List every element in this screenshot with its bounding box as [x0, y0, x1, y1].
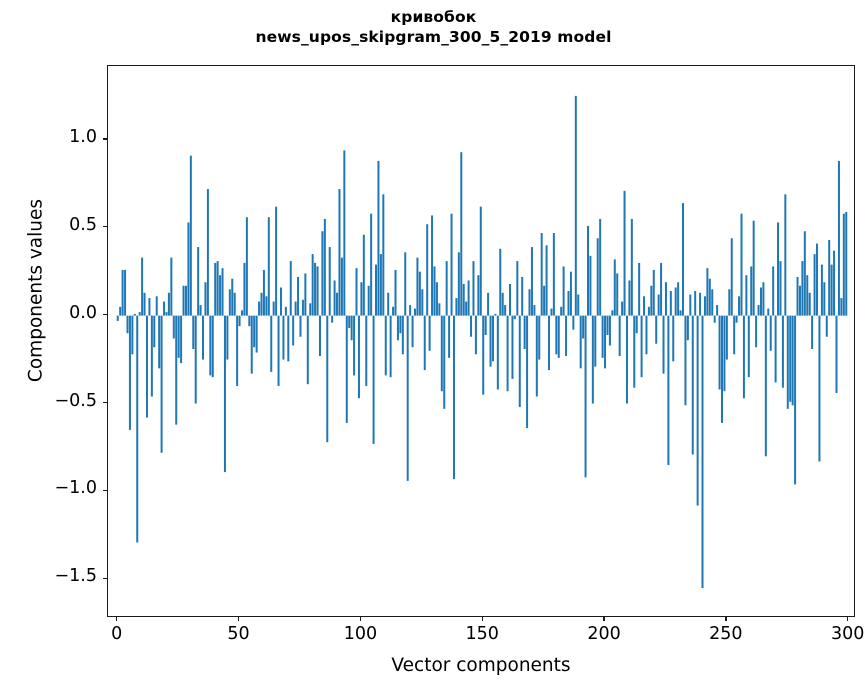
bar-series	[116, 95, 848, 589]
plot-surface	[108, 66, 854, 616]
x-axis-label: Vector components	[391, 655, 571, 676]
x-tick-mark	[725, 617, 727, 622]
x-tick-label: 300	[830, 624, 865, 644]
plot-axes	[107, 65, 855, 617]
y-tick-mark	[102, 226, 107, 228]
y-axis-label: Components values	[25, 198, 47, 383]
y-tick-label: 1.0	[69, 126, 97, 147]
x-tick-mark	[603, 617, 605, 622]
x-tick-mark	[481, 617, 483, 622]
y-tick-mark	[102, 489, 107, 492]
chart-title-line-2: news_upos_skipgram_300_5_2019 model	[255, 27, 612, 46]
x-tick-label: 100	[343, 624, 378, 644]
y-tick-label: −0.5	[54, 390, 98, 411]
x-tick-mark	[237, 617, 240, 622]
y-tick-label: 0.5	[69, 214, 97, 235]
chart-title: кривобок news_upos_skipgram_300_5_2019 m…	[0, 8, 867, 48]
y-tick-mark	[102, 577, 107, 579]
x-tick-mark	[116, 617, 118, 622]
x-tick-label: 250	[709, 624, 743, 644]
x-tick-label: 200	[587, 624, 621, 644]
y-tick-label: −1.0	[54, 478, 98, 499]
y-tick-mark	[102, 401, 107, 404]
y-tick-mark	[102, 138, 107, 140]
x-tick-label: 50	[227, 624, 250, 644]
y-tick-mark	[102, 313, 107, 316]
chart-title-line-1: кривобок	[390, 8, 477, 26]
x-tick-mark	[359, 617, 362, 622]
y-tick-label: −1.5	[54, 566, 98, 587]
x-tick-mark	[846, 617, 849, 622]
x-tick-label: 0	[111, 624, 123, 644]
x-tick-label: 150	[465, 624, 499, 644]
y-tick-label: 0.0	[69, 302, 97, 323]
